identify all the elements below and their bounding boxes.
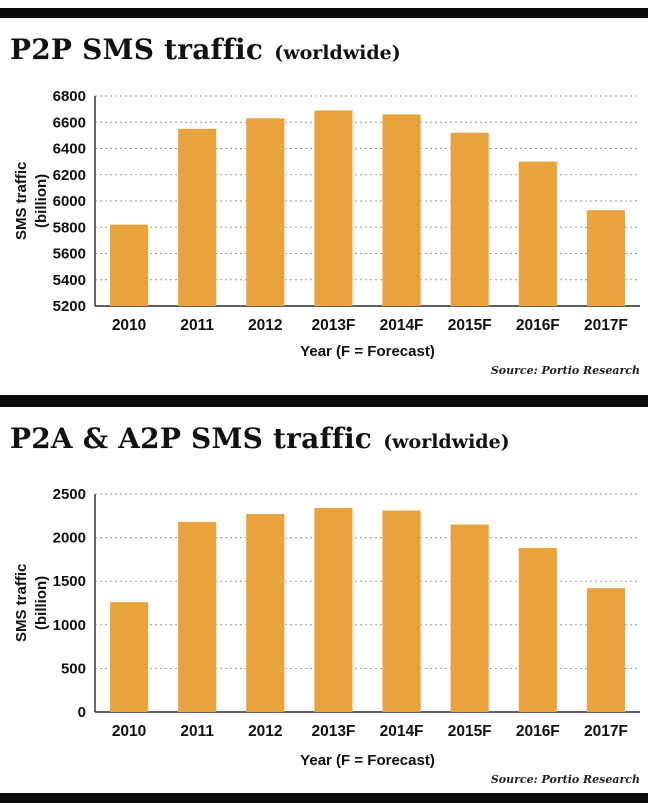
y-axis-label-line1: SMS traffic [13, 563, 30, 642]
y-tick-500: 500 [61, 660, 86, 677]
y-tick-5800: 5800 [53, 219, 86, 236]
bar-2011 [178, 521, 217, 712]
y-tick-5200: 5200 [53, 298, 86, 315]
x-tick-2015F: 2015F [448, 723, 492, 740]
x-axis-label: Year (F = Forecast) [300, 342, 435, 360]
bar-2010 [109, 601, 149, 712]
source-credit: Source: Portio Research [490, 772, 640, 786]
y-tick-1000: 1000 [53, 616, 86, 633]
chart-title-text: P2A & A2P SMS traffic [10, 421, 373, 455]
y-axis-label-line2: (billion) [33, 575, 51, 630]
y-tick-0: 0 [78, 704, 86, 721]
y-tick-5600: 5600 [53, 245, 86, 262]
p2p-chart-section: P2P SMS traffic (worldwide) SMS traffic … [0, 30, 648, 377]
a2p-chart-title: P2A & A2P SMS traffic (worldwide) [10, 419, 648, 456]
bar-2016F [518, 547, 557, 712]
bar-2015F [450, 524, 489, 712]
bar-2013F [314, 507, 353, 712]
x-tick-2013F: 2013F [311, 317, 355, 334]
y-tick-6000: 6000 [53, 193, 86, 210]
y-tick-5400: 5400 [53, 272, 86, 289]
bar-2013F [314, 110, 353, 306]
p2p-plot-area: SMS traffic (billion) 5200 5400 5600 5800 60… [0, 71, 648, 341]
bar-2010 [109, 224, 149, 306]
chart-subtitle-text: (worldwide) [274, 42, 401, 64]
bar-2017F [586, 209, 626, 306]
bar-2012 [246, 513, 285, 712]
x-tick-2014F: 2014F [380, 723, 424, 740]
a2p-chart-section: P2A & A2P SMS traffic (worldwide) SMS tr… [0, 419, 648, 786]
y-tick-6200: 6200 [53, 167, 86, 184]
y-axis-label-line1: SMS traffic [13, 161, 30, 240]
y-tick-2000: 2000 [53, 529, 86, 546]
bar-2012 [246, 118, 285, 306]
x-tick-2013F: 2013F [311, 723, 355, 740]
x-tick-2017F: 2017F [584, 317, 628, 334]
bar-2014F [382, 510, 421, 712]
x-tick-2010: 2010 [112, 317, 146, 334]
bar-2016F [518, 161, 557, 306]
y-tick-2500: 2500 [53, 486, 86, 503]
y-axis-label-line2: (billion) [33, 173, 51, 228]
x-tick-2014F: 2014F [380, 317, 424, 334]
chart-subtitle-text: (worldwide) [383, 430, 510, 453]
source-credit: Source: Portio Research [490, 363, 640, 377]
x-tick-2012: 2012 [248, 317, 282, 334]
y-axis-label: SMS traffic (billion) [12, 494, 53, 712]
x-tick-2016F: 2016F [516, 317, 560, 334]
bar-2014F [382, 114, 421, 306]
x-tick-2015F: 2015F [448, 317, 492, 334]
x-tick-2010: 2010 [112, 723, 146, 740]
p2p-chart-title: P2P SMS traffic (worldwide) [10, 30, 648, 67]
y-tick-6800: 6800 [53, 88, 86, 105]
chart-title-text: P2P SMS traffic [10, 33, 264, 66]
x-tick-2011: 2011 [180, 723, 214, 740]
bar-2017F [586, 587, 626, 712]
a2p-plot-area: SMS traffic (billion) 0 500 1000 1500 2000 25… [0, 460, 648, 750]
divider-top [0, 8, 648, 18]
x-tick-2011: 2011 [180, 317, 214, 334]
divider-middle [0, 394, 648, 407]
y-axis-label: SMS traffic (billion) [12, 96, 53, 306]
a2p-bar-chart: 0 500 1000 1500 2000 2500 2010 2011 2012 2013F 201… [53, 486, 640, 740]
x-axis-label: Year (F = Forecast) [300, 751, 435, 769]
y-tick-6400: 6400 [53, 140, 86, 157]
x-tick-2017F: 2017F [584, 723, 628, 740]
y-tick-1500: 1500 [53, 573, 86, 590]
bar-2015F [450, 132, 489, 306]
bar-2011 [178, 128, 217, 306]
sms-traffic-infographic: P2P SMS traffic (worldwide) SMS traffic … [0, 8, 648, 803]
p2p-bar-chart: 5200 5400 5600 5800 6000 6200 6400 6600 6800 2010… [53, 88, 640, 334]
x-tick-2016F: 2016F [516, 723, 560, 740]
y-tick-6600: 6600 [53, 114, 86, 131]
x-tick-2012: 2012 [248, 723, 282, 740]
